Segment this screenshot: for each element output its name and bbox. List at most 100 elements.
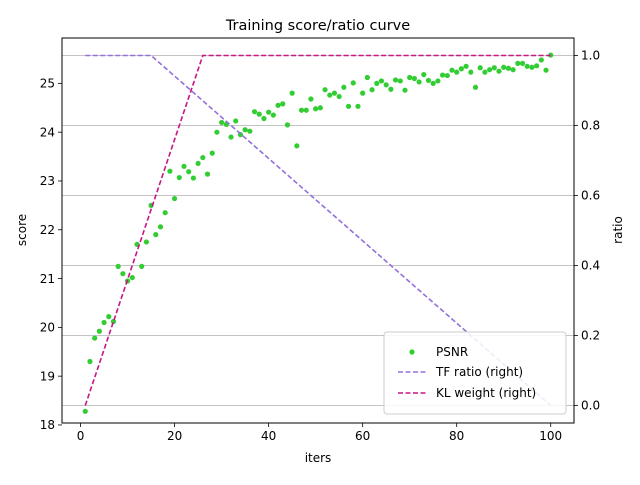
psnr-point (435, 78, 441, 84)
psnr-point (200, 154, 206, 161)
psnr-point (186, 169, 192, 175)
psnr-point (449, 67, 455, 73)
y-left-tick-label: 24 (40, 125, 55, 139)
psnr-point (261, 115, 267, 122)
legend-entry-tf-ratio: TF ratio (right) (398, 365, 523, 379)
psnr-point (510, 67, 516, 73)
psnr-point (190, 175, 197, 181)
y-right-tick-label: 0.6 (581, 189, 600, 203)
y-left-tick-label: 20 (40, 321, 55, 335)
psnr-point (538, 57, 544, 63)
psnr-point (472, 84, 479, 90)
x-tick-label: 0 (77, 429, 85, 443)
psnr-point (374, 80, 380, 86)
psnr-point (421, 71, 427, 78)
psnr-point (294, 143, 300, 149)
psnr-point (397, 78, 403, 84)
psnr-point (534, 63, 540, 69)
x-axis-label: iters (305, 451, 332, 465)
psnr-point (430, 80, 436, 86)
psnr-point (139, 263, 145, 269)
y-right-tick-label: 0.2 (581, 329, 600, 343)
legend-box (383, 331, 567, 415)
legend-entry-kl-weight: KL weight (right) (398, 386, 536, 400)
psnr-point (308, 96, 314, 102)
legend-label-kl-weight: KL weight (right) (436, 386, 536, 400)
y-right-tick-label: 0.8 (581, 119, 600, 133)
psnr-point (331, 90, 338, 96)
psnr-point (219, 119, 225, 126)
psnr-point (407, 74, 413, 81)
psnr-point (195, 160, 201, 167)
x-tick-label: 40 (261, 429, 276, 443)
psnr-point (96, 328, 102, 334)
psnr-point (364, 74, 370, 81)
psnr-point (383, 82, 389, 88)
psnr-point (181, 163, 187, 169)
psnr-point (120, 271, 126, 277)
psnr-point (106, 314, 112, 320)
psnr-point (228, 134, 234, 140)
psnr-point (505, 65, 512, 71)
psnr-point (369, 87, 375, 93)
psnr-point (345, 103, 352, 109)
psnr-point (487, 67, 493, 73)
psnr-point (214, 129, 220, 135)
psnr-point (275, 102, 281, 108)
psnr-point (233, 118, 239, 124)
psnr-point (336, 93, 342, 100)
y-left-tick-label: 23 (40, 174, 55, 188)
psnr-point (157, 224, 164, 230)
psnr-point (280, 101, 286, 107)
psnr-point (515, 60, 521, 66)
psnr-point (176, 174, 182, 181)
series-kl-weight-line (84, 54, 551, 406)
psnr-point (468, 69, 474, 75)
psnr-point (425, 77, 432, 84)
axis-ticks: 0 20 40 60 80 100 18 19 20 21 22 23 24 25 0.0 0.2 0.4 0.6… (40, 49, 600, 443)
psnr-point (439, 72, 446, 78)
psnr-point (496, 68, 502, 74)
psnr-point (411, 75, 417, 82)
y-axis-label-left: score (15, 214, 29, 246)
psnr-point (327, 92, 333, 98)
legend-marker-psnr (409, 349, 415, 355)
psnr-point (313, 106, 319, 112)
legend: PSNR TF ratio (right) KL weight (right) (383, 331, 567, 415)
psnr-point (524, 63, 530, 69)
psnr-point (270, 112, 276, 118)
psnr-point (482, 69, 488, 75)
psnr-point (388, 86, 394, 92)
y-left-tick-label: 19 (40, 369, 55, 383)
legend-entry-psnr: PSNR (409, 345, 468, 359)
psnr-point (247, 128, 253, 134)
psnr-point (251, 109, 258, 115)
series-layer (82, 52, 554, 414)
y-right-tick-label: 0.0 (581, 399, 600, 413)
psnr-point (153, 232, 159, 238)
psnr-point (87, 358, 93, 365)
psnr-point (256, 111, 262, 117)
psnr-point (266, 109, 272, 115)
psnr-point (110, 318, 117, 325)
psnr-point (303, 107, 309, 113)
psnr-point (454, 69, 460, 75)
psnr-point (204, 171, 211, 177)
psnr-point (360, 90, 366, 96)
x-tick-label: 80 (449, 429, 464, 443)
psnr-point (172, 195, 178, 202)
psnr-point (289, 90, 295, 96)
psnr-point (209, 150, 215, 156)
psnr-point (402, 87, 408, 93)
psnr-point (317, 105, 323, 111)
psnr-point (416, 79, 422, 85)
psnr-point (92, 335, 98, 341)
legend-label-tf-ratio: TF ratio (right) (435, 365, 523, 379)
psnr-point (458, 66, 464, 72)
psnr-point (242, 127, 248, 133)
psnr-point (350, 80, 356, 86)
y-left-tick-label: 22 (40, 223, 55, 237)
psnr-point (463, 63, 469, 69)
psnr-point (82, 408, 88, 414)
